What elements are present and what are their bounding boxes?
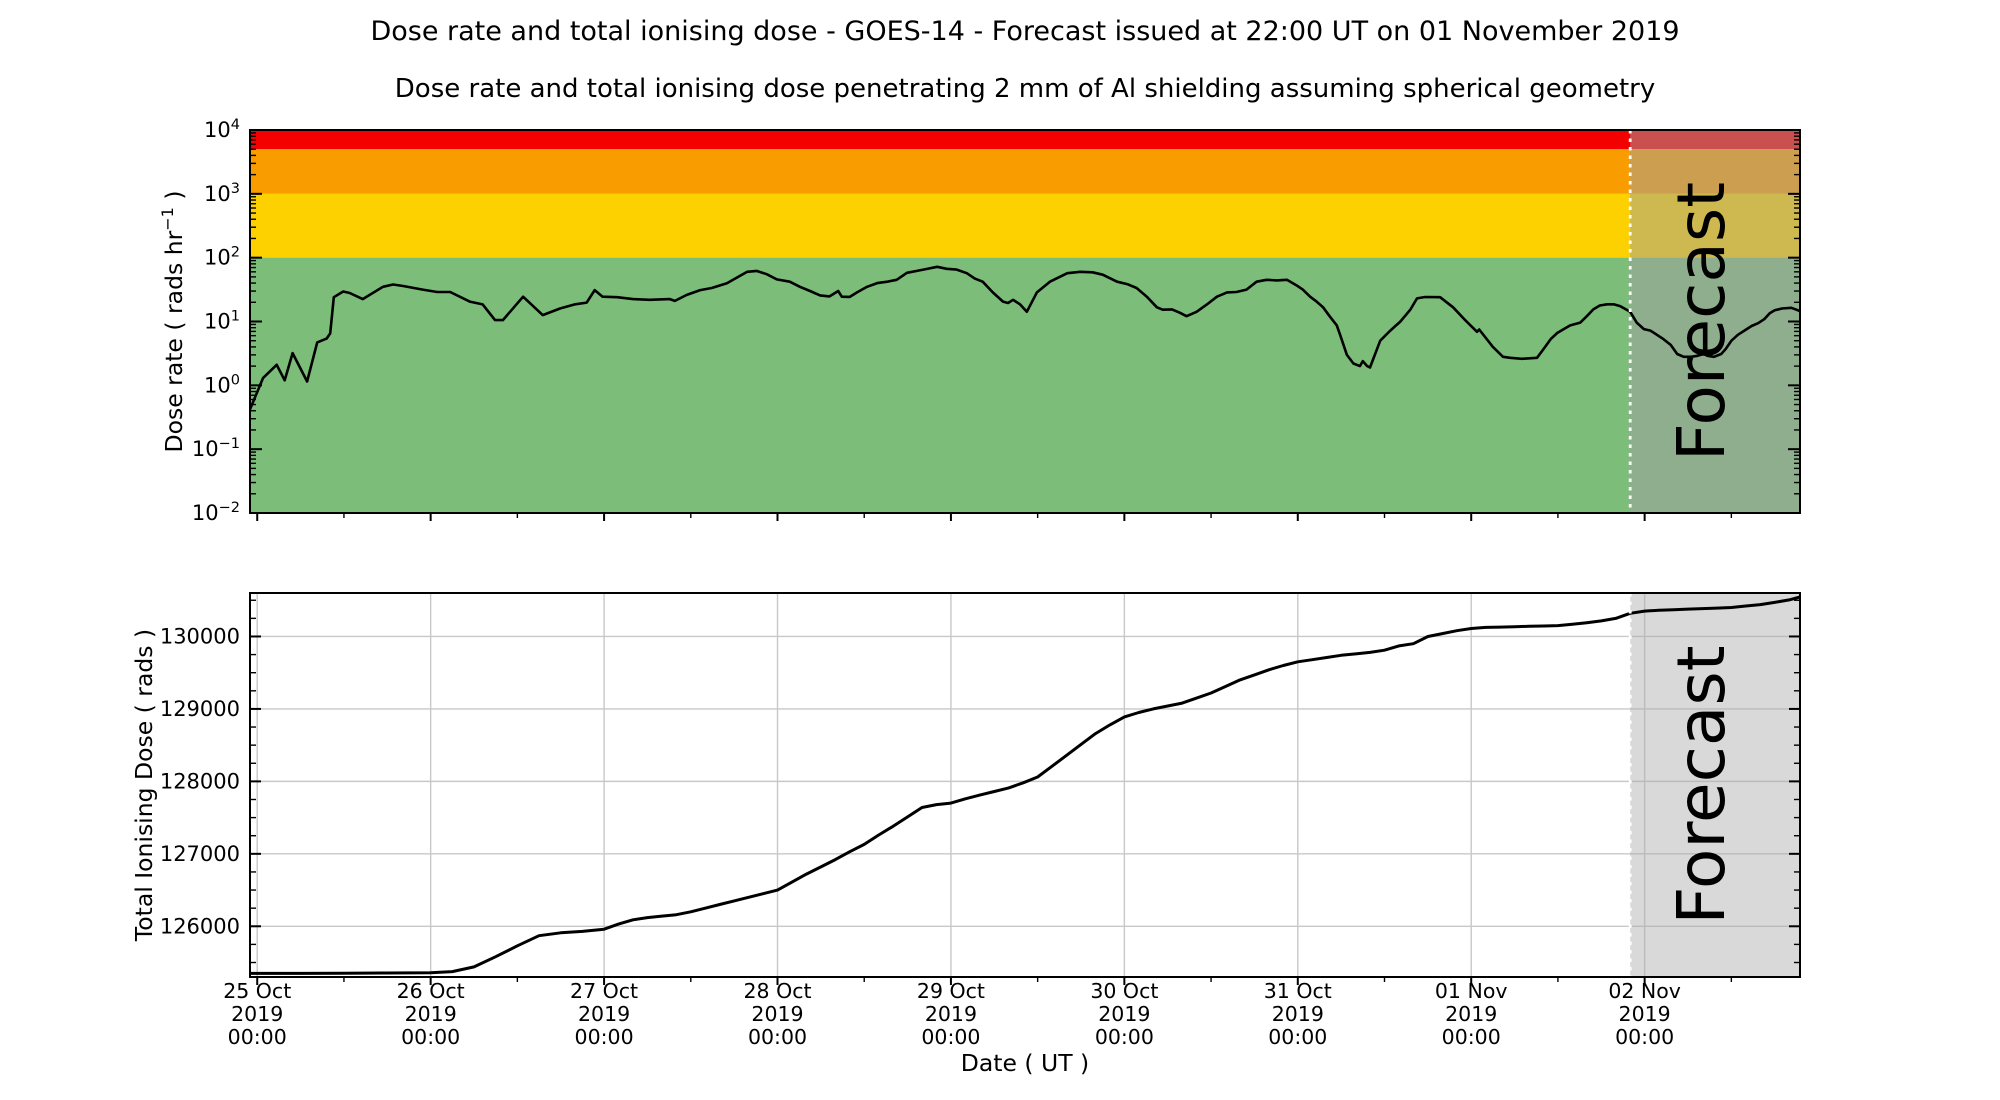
date-tick-label: 2019: [578, 1002, 630, 1026]
band-orange: [250, 149, 1800, 194]
figure-title: Dose rate and total ionising dose - GOES…: [370, 16, 1680, 47]
y-tick-label: 129000: [160, 697, 240, 721]
date-tick-label: 2019: [1445, 1002, 1497, 1026]
forecast-watermark-top: Forecast: [1663, 182, 1740, 461]
date-tick-label: 26 Oct: [397, 979, 465, 1003]
date-tick-label: 01 Nov: [1435, 979, 1508, 1003]
date-tick-label: 30 Oct: [1090, 979, 1158, 1003]
band-green: [250, 257, 1800, 513]
forecast-shading-top: [1630, 130, 1800, 513]
plot-border: [249, 129, 1801, 514]
band-yellow: [250, 193, 1800, 258]
total-dose-curve: [250, 595, 1800, 975]
y-tick-label: 130000: [160, 624, 240, 648]
forecast-watermark-bottom: Forecast: [1663, 645, 1740, 924]
dose-rate-line: [250, 265, 1800, 410]
y-tick-label: 103: [204, 181, 240, 206]
dose-rate-y-axis-title-sup: −1: [158, 207, 177, 231]
dose-rate-forecast-region: [1630, 130, 1800, 513]
date-tick-label: 00:00: [1095, 1025, 1154, 1049]
date-tick-label: 00:00: [921, 1025, 980, 1049]
y-tick-label: 10−1: [192, 436, 240, 461]
forecast-shading-bottom: [1630, 593, 1800, 977]
dose-rate-plot-frame: [249, 129, 1801, 514]
dose-rate-y-axis-title-main: Dose rate ( rads hr: [160, 230, 188, 452]
date-tick-label: 29 Oct: [917, 979, 985, 1003]
y-tick-label: 127000: [160, 842, 240, 866]
date-tick-label: 31 Oct: [1264, 979, 1332, 1003]
plot-border: [249, 592, 1801, 978]
dose-rate-threshold-bands: [250, 130, 1800, 513]
total-dose-y-axis-title: Total Ionising Dose ( rads ): [130, 629, 158, 942]
y-tick-label: 102: [204, 245, 240, 270]
date-tick-label: 00:00: [401, 1025, 460, 1049]
figure-subtitle: Dose rate and total ionising dose penetr…: [394, 74, 1656, 104]
dose-rate-axis-labels: 104 103 102 101 100 10−1 10−2: [192, 117, 240, 525]
y-tick-label: 10−2: [192, 500, 240, 525]
total-dose-y-axis-title-text: Total Ionising Dose ( rads ): [130, 629, 158, 942]
date-tick-label: 2019: [231, 1002, 283, 1026]
date-tick-label: 2019: [1272, 1002, 1324, 1026]
dose-rate-y-axis-title-end: ): [160, 191, 188, 208]
y-tick-label: 104: [204, 117, 240, 142]
dose-rate-y-axis-title: Dose rate ( rads hr−1 ): [158, 191, 188, 453]
date-tick-label: 2019: [751, 1002, 803, 1026]
date-tick-label: 00:00: [228, 1025, 287, 1049]
date-tick-label: 00:00: [575, 1025, 634, 1049]
y-tick-label: 101: [204, 309, 240, 334]
date-tick-label: 2019: [925, 1002, 977, 1026]
total-dose-forecast-region: [1630, 593, 1800, 977]
total-dose-axis-labels: 126000 127000 128000 129000 130000: [160, 624, 240, 938]
date-tick-label: 25 Oct: [223, 979, 291, 1003]
total-dose-plot-frame: [249, 592, 1801, 978]
date-tick-label: 00:00: [1268, 1025, 1327, 1049]
date-tick-label: 00:00: [748, 1025, 807, 1049]
date-tick-label: 2019: [405, 1002, 457, 1026]
total-dose-line: [250, 595, 1800, 975]
date-tick-label: 00:00: [1615, 1025, 1674, 1049]
x-axis-title: Date ( UT ): [961, 1049, 1089, 1077]
date-tick-label: 2019: [1619, 1002, 1671, 1026]
band-red: [250, 130, 1800, 150]
y-tick-label: 100: [204, 372, 240, 397]
total-dose-axis-ticks: [251, 599, 1799, 985]
total-dose-gridlines: [250, 593, 1800, 977]
date-tick-label: 00:00: [1442, 1025, 1501, 1049]
date-tick-label: 28 Oct: [743, 979, 811, 1003]
date-tick-label: 27 Oct: [570, 979, 638, 1003]
date-tick-label: 2019: [1098, 1002, 1150, 1026]
date-tick-label: 02 Nov: [1608, 979, 1681, 1003]
y-tick-label: 126000: [160, 914, 240, 938]
y-tick-label: 128000: [160, 769, 240, 793]
dose-rate-curve: [250, 265, 1800, 410]
